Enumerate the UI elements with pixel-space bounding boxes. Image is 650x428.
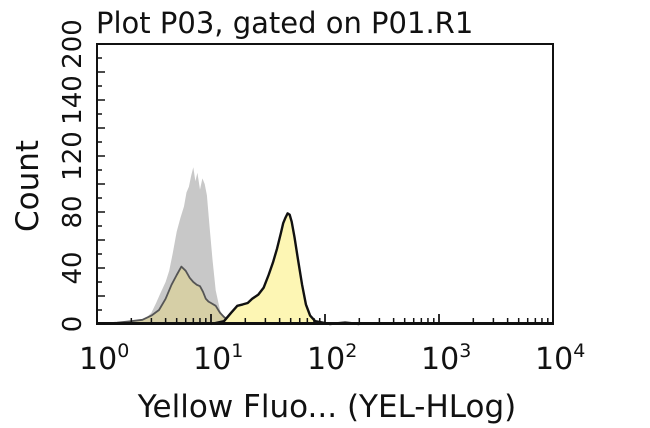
x-tick-exponent: 3 [459,340,471,362]
x-tick-base: 10 [421,342,459,377]
x-tick-label: 101 [193,340,243,377]
y-tick-label: 140 [58,75,88,125]
x-tick-exponent: 0 [117,340,129,362]
x-tick-label: 103 [421,340,471,377]
x-tick-label: 102 [307,340,357,377]
histogram-fills [96,167,553,326]
x-tick-exponent: 1 [231,340,243,362]
x-tick-exponent: 2 [345,340,357,362]
x-tick-base: 10 [193,342,231,377]
x-tick-exponent: 4 [573,340,585,362]
series-3-area [211,213,360,324]
series-3-line [210,212,360,326]
x-tick-base: 10 [535,342,573,377]
y-tick-label: 120 [58,131,88,181]
y-tick-label: 200 [58,19,88,69]
y-tick-label: 0 [58,316,88,333]
x-tick-base: 10 [79,342,117,377]
x-tick-base: 10 [307,342,345,377]
chart-title: Plot P03, gated on P01.R1 [96,6,473,40]
series-2-area [97,266,241,324]
plot-frame [96,43,554,325]
series-2-line [96,265,241,325]
x-tick-label: 100 [79,340,129,377]
x-axis-title: Yellow Fluo... (YEL-HLog) [137,389,517,425]
y-tick-label: 80 [58,195,88,228]
x-tick-label: 104 [535,340,585,377]
axis-ticks [96,43,554,325]
y-tick-label: 40 [58,251,88,284]
y-axis-title: Count [10,140,46,232]
